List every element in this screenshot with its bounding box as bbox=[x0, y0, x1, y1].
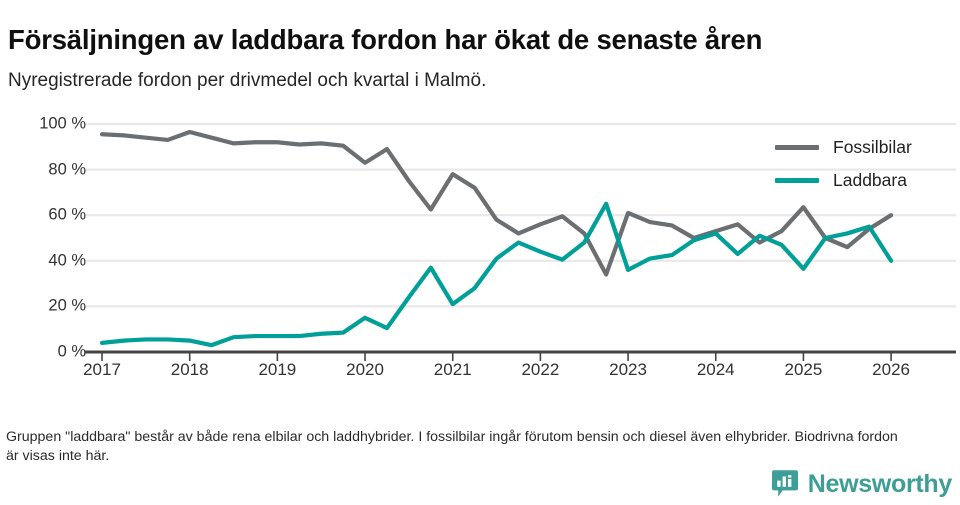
x-axis-tick-label: 2022 bbox=[521, 360, 560, 379]
y-axis-tick-label: 20 % bbox=[48, 296, 86, 315]
legend-color-swatch bbox=[775, 144, 819, 150]
y-axis-tick-label: 0 % bbox=[57, 342, 86, 361]
line-chart-svg bbox=[85, 122, 956, 361]
legend-color-swatch bbox=[775, 177, 819, 183]
bar-chart-speech-bubble-icon bbox=[771, 470, 798, 497]
x-axis-tick-label: 2020 bbox=[346, 360, 384, 379]
data-series-group bbox=[99, 129, 894, 348]
chart-plot-area: 0 % 20 % 40 % 60 % 80 % 100 % 2017 2018 2019 202… bbox=[0, 108, 960, 393]
page-title: Försäljningen av laddbara fordon har öka… bbox=[8, 24, 763, 56]
chart-footnote: Gruppen "laddbara" består av både rena e… bbox=[6, 429, 898, 465]
y-axis-labels: 0 % 20 % 40 % 60 % 80 % 100 % bbox=[0, 108, 86, 393]
x-axis-tick-label: 2017 bbox=[83, 360, 121, 379]
x-axis-tick-label: 2024 bbox=[696, 360, 735, 379]
y-axis-tick-label: 80 % bbox=[48, 160, 86, 179]
legend-item-fossilbilar[interactable]: Fossilbilar bbox=[775, 136, 912, 158]
y-axis-tick-label: 40 % bbox=[48, 251, 86, 270]
legend-label: Fossilbilar bbox=[833, 136, 912, 157]
legend-item-laddbara[interactable]: Laddbara bbox=[775, 169, 907, 191]
newsworthy-logo: Newsworthy bbox=[770, 468, 952, 500]
x-axis-tick-label: 2026 bbox=[872, 360, 910, 379]
x-axis-tick-label: 2025 bbox=[784, 360, 823, 379]
series-line-laddbara bbox=[99, 201, 894, 348]
y-axis-tick-label: 100 % bbox=[39, 114, 86, 133]
x-axis-tick-label: 2019 bbox=[258, 360, 297, 379]
y-axis-tick-label: 60 % bbox=[48, 205, 86, 224]
legend-label: Laddbara bbox=[833, 169, 907, 190]
x-axis-tick-label: 2021 bbox=[433, 360, 472, 379]
x-axis-tick-label: 2023 bbox=[609, 360, 647, 379]
page-subtitle: Nyregistrerade fordon per drivmedel och … bbox=[8, 70, 487, 91]
newsworthy-logo-text: Newsworthy bbox=[807, 469, 953, 498]
series-line-fossilbilar bbox=[99, 129, 894, 277]
x-axis-tick-label: 2018 bbox=[170, 360, 209, 379]
